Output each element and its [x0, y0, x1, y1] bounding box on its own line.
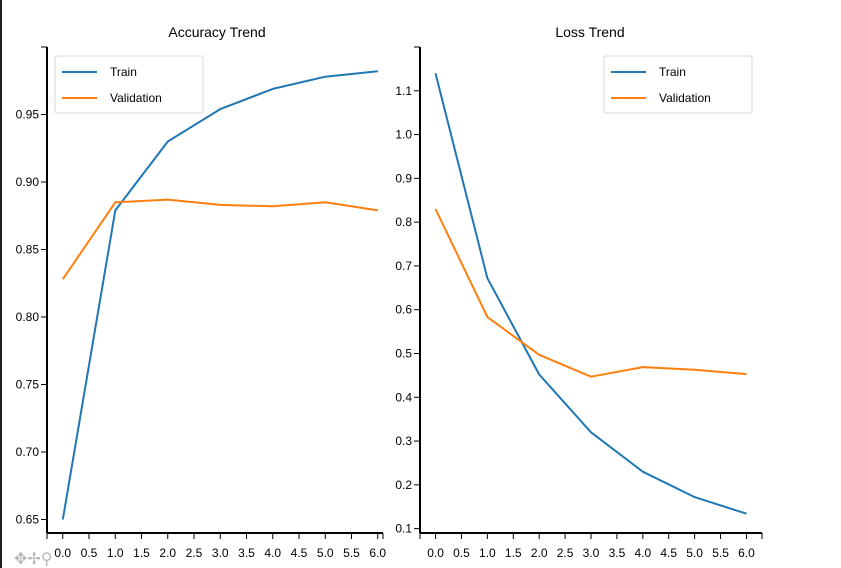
- chart-panel-2: Loss Trend 0.1 0.2 0.3 0.4 0.5 0.6 0.7 0.8 0.9 1.0…: [395, 24, 763, 560]
- x-tick-label: 5.5: [712, 546, 729, 560]
- x-tick-label: 3.5: [238, 546, 255, 560]
- x-tick-label: 2.5: [186, 546, 203, 560]
- x-tick-label: 0.5: [453, 546, 470, 560]
- x-tick-label: 6.0: [369, 546, 386, 560]
- y-tick-label: 0.3: [395, 434, 412, 448]
- x-tick-label: 0.5: [81, 546, 98, 560]
- x-tick-label: 1.5: [133, 546, 150, 560]
- legend-label: Train: [659, 65, 686, 79]
- x-tick-label: 2.5: [557, 546, 574, 560]
- plot-toolbar-icons[interactable]: ✥✢⚲: [14, 551, 53, 568]
- series-line-train: [61, 70, 378, 520]
- x-tick-label: 1.0: [479, 546, 496, 560]
- y-tick-label: 0.5: [395, 346, 412, 360]
- y-tick-label: 0.85: [16, 243, 40, 257]
- chart-panel-1: Accuracy Trend 0.65 0.70 0.75 0.80 0.85 0.90 0.…: [16, 24, 387, 560]
- y-tick-label: 0.95: [16, 108, 40, 122]
- legend: Train Validation: [54, 55, 204, 114]
- chart-title: Loss Trend: [555, 24, 624, 40]
- y-tick-label: 1.1: [395, 84, 412, 98]
- chart-title: Accuracy Trend: [168, 24, 265, 40]
- legend-label: Validation: [110, 91, 162, 105]
- y-tick-label: 0.7: [395, 259, 412, 273]
- y-tick-label: 0.90: [16, 175, 40, 189]
- x-tick-label: 4.5: [660, 546, 677, 560]
- series-line-train: [434, 73, 747, 515]
- x-tick-label: 0.0: [54, 546, 71, 560]
- x-tick-label: 3.0: [212, 546, 229, 560]
- legend-label: Validation: [659, 91, 711, 105]
- legend: Train Validation: [603, 55, 753, 114]
- y-tick-label: 0.1: [395, 522, 412, 536]
- x-tick-label: 5.5: [343, 546, 360, 560]
- series-line-validation: [434, 208, 747, 378]
- x-tick-label: 4.0: [264, 546, 281, 560]
- x-tick-label: 0.0: [427, 546, 444, 560]
- x-tick-label: 5.0: [686, 546, 703, 560]
- x-tick-label: 1.0: [107, 546, 124, 560]
- x-tick-label: 2.0: [531, 546, 548, 560]
- x-tick-label: 4.0: [634, 546, 651, 560]
- y-tick-label: 0.4: [395, 390, 412, 404]
- y-tick-label: 0.9: [395, 171, 412, 185]
- x-tick-label: 3.0: [583, 546, 600, 560]
- y-tick-label: 0.75: [16, 378, 40, 392]
- legend-label: Train: [110, 65, 137, 79]
- x-tick-label: 2.0: [159, 546, 176, 560]
- x-tick-label: 4.5: [291, 546, 308, 560]
- y-tick-label: 0.8: [395, 215, 412, 229]
- x-tick-label: 3.5: [609, 546, 626, 560]
- y-tick-label: 1.0: [395, 128, 412, 142]
- y-tick-label: 0.2: [395, 478, 412, 492]
- x-tick-label: 5.0: [317, 546, 334, 560]
- x-tick-label: 6.0: [738, 546, 755, 560]
- y-tick-label: 0.70: [16, 445, 40, 459]
- x-tick-label: 1.5: [505, 546, 522, 560]
- y-tick-label: 0.65: [16, 513, 40, 527]
- y-tick-label: 0.80: [16, 310, 40, 324]
- y-tick-label: 0.6: [395, 303, 412, 317]
- plot-toolbar[interactable]: ✥✢⚲: [14, 552, 53, 568]
- window-edge: [0, 0, 2, 568]
